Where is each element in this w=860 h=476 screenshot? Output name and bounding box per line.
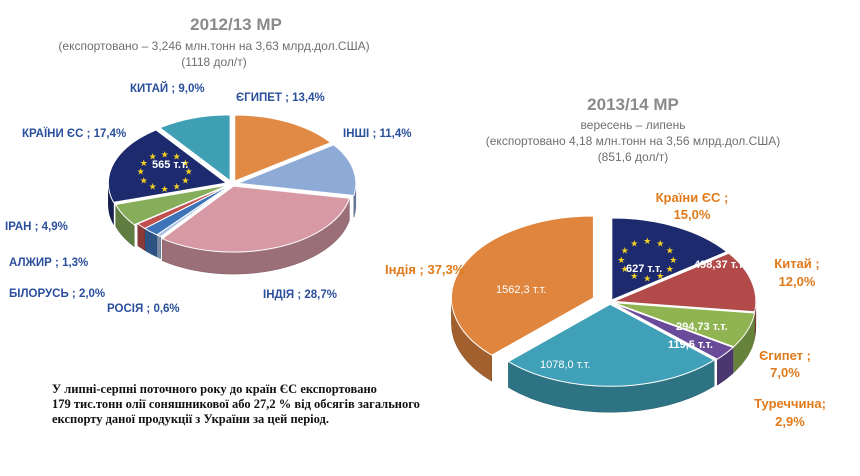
right-label-china-name: Китай ; <box>774 256 819 271</box>
left-pie-eu-star: ★ <box>161 184 169 194</box>
right-chart-title: 2013/14 МР <box>587 95 679 114</box>
left-value-eu: 565 т.т. <box>152 159 188 171</box>
right-pie-eu-star: ★ <box>666 264 674 274</box>
right-label-egypt-name: Єгипет ; <box>759 348 811 363</box>
right-pie-eu-star: ★ <box>621 245 629 255</box>
left-pie-eu-star: ★ <box>149 182 157 192</box>
note-line-3: експорту даної продукції з України за це… <box>52 412 329 426</box>
left-pie-slice-iran <box>114 184 229 226</box>
note-line-2: 179 тис.тонн олії соняшникової або 27,2 … <box>52 397 420 411</box>
right-pie-slice-turkey <box>612 302 735 360</box>
left-pie-slice-egypt <box>234 114 332 182</box>
left-pie-slice-eu <box>107 129 228 203</box>
left-label-china: КИТАЙ ; 9,0% <box>130 82 205 95</box>
left-label-russia: РОСІЯ ; 0,6% <box>107 303 180 315</box>
right-pie-slice-other <box>507 303 716 387</box>
right-pie: ★★★★★★★★★ ★ ★★ <box>450 215 757 413</box>
right-label-egypt-pct: 7,0% <box>770 365 800 380</box>
left-pie-side-russia <box>156 234 162 259</box>
right-value-other: 1078,0 т.т. <box>540 359 590 371</box>
right-pie-eu-star: ★ <box>643 273 651 283</box>
left-chart-title: 2012/13 МР <box>190 15 282 34</box>
left-label-belarus: БІЛОРУСЬ ; 2,0% <box>9 288 105 300</box>
note-line-1: У липні-серпні поточного року до країн Є… <box>52 382 377 396</box>
right-pie-eu-star: ★ <box>669 255 677 265</box>
right-pie-slice-eu <box>611 217 728 301</box>
right-label-eu-pct: 15,0% <box>674 207 711 222</box>
left-label-iran: ІРАН ; 4,9% <box>5 221 68 233</box>
right-pie-eu-star: ★ <box>630 271 638 281</box>
right-pie-slice-india <box>450 215 594 356</box>
right-pie-slice-china <box>613 252 757 313</box>
left-pie-eu-star: ★ <box>181 175 189 185</box>
left-pie-eu-star: ★ <box>140 175 148 185</box>
right-label-turkey-pct: 2,9% <box>775 414 805 429</box>
right-pie-eu-star: ★ <box>666 245 674 255</box>
left-pie-eu-star: ★ <box>149 152 157 162</box>
left-pie-eu-star: ★ <box>173 152 181 162</box>
right-pie-eu-star: ★ <box>621 264 629 274</box>
right-chart-subtitle3: (851,6 дол/т) <box>598 150 669 164</box>
left-pie-eu-star: ★ <box>140 158 148 168</box>
export-note: У липні-серпні поточного року до країн Є… <box>52 382 472 427</box>
left-pie-slice-india <box>161 185 351 253</box>
left-pie-slice-others <box>237 144 357 197</box>
left-pie-eu-star: ★ <box>137 167 145 177</box>
right-label-china-pct: 12,0% <box>779 274 816 289</box>
left-pie: ★★★★★★★★★ ★ ★★ <box>107 114 357 275</box>
left-label-algeria: АЛЖИР ; 1,3% <box>9 257 88 269</box>
right-label-turkey-name: Туреччина; <box>754 396 826 411</box>
right-pie-eu-star: ★ <box>643 236 651 246</box>
right-value-turkey: 119,5 т.т. <box>668 339 713 351</box>
left-chart-subtitle: (експортовано – 3,246 млн.тонн на 3,63 м… <box>58 39 369 53</box>
right-value-egypt: 294,73 т.т. <box>676 321 728 333</box>
right-pie-eu-star: ★ <box>630 239 638 249</box>
right-pie-slice-egypt <box>613 302 756 348</box>
left-pie-eu-star: ★ <box>181 158 189 168</box>
right-chart-subtitle: вересень – липень <box>581 118 686 132</box>
left-chart-subtitle2: (1118 дол/т) <box>181 55 246 69</box>
right-value-china: 498,37 т.т. <box>694 259 746 271</box>
right-value-eu: 627 т.т. <box>626 263 662 275</box>
right-pie-eu-star: ★ <box>617 255 625 265</box>
left-pie-eu-star: ★ <box>185 167 193 177</box>
left-label-others: ІНШІ ; 11,4% <box>343 128 411 140</box>
right-label-india: Індія ; 37,3% <box>385 262 465 277</box>
left-pie-eu-star: ★ <box>173 182 181 192</box>
right-label-eu-name: Країни ЄС ; <box>656 190 729 205</box>
left-label-eu: КРАЇНИ ЄС ; 17,4% <box>22 127 126 140</box>
right-pie-eu-star: ★ <box>656 239 664 249</box>
left-pie-eu-star: ★ <box>161 149 169 159</box>
left-pie-slice-china <box>158 114 231 182</box>
left-label-egypt: ЄГИПЕТ ; 13,4% <box>236 92 325 104</box>
right-pie-eu-star: ★ <box>656 271 664 281</box>
right-value-india: 1562,3 т.т. <box>496 284 546 296</box>
left-label-india: ІНДІЯ ; 28,7% <box>263 289 337 301</box>
right-chart-subtitle2: (експортовано 4,18 млн.тонн на 3,56 млрд… <box>486 134 780 148</box>
